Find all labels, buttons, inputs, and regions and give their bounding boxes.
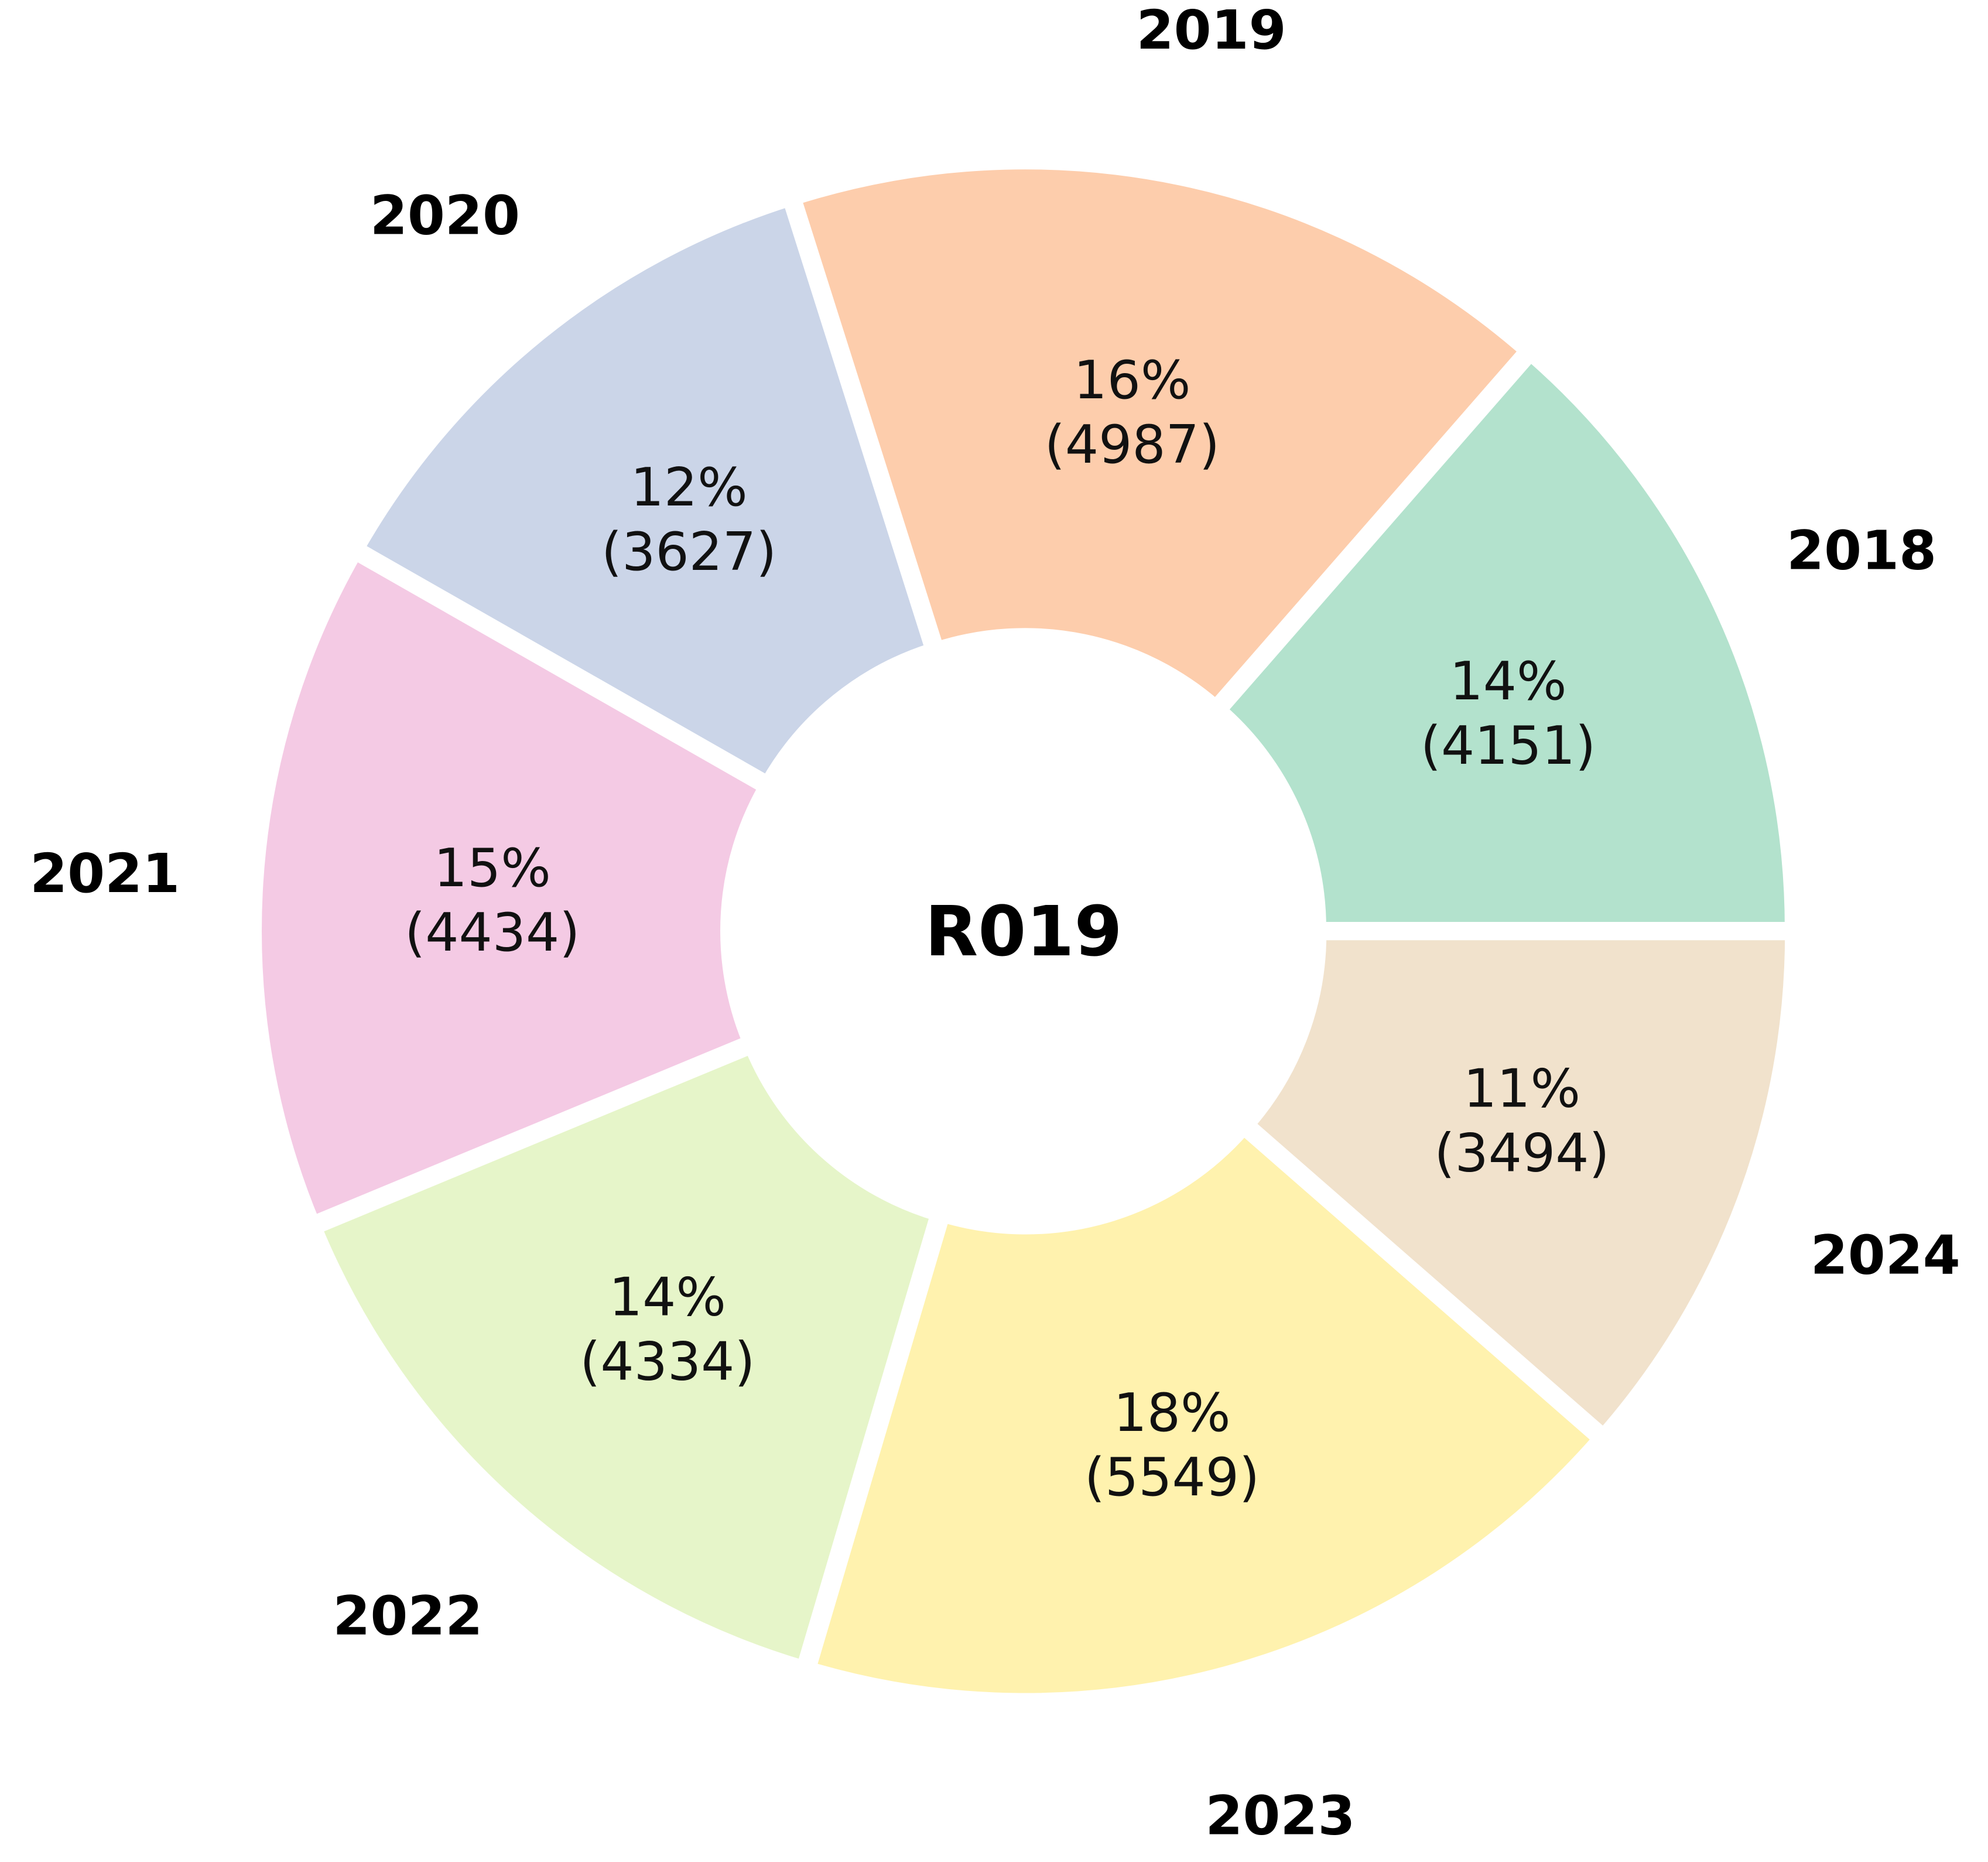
slice-label-2022: 14% (4334) (580, 1267, 755, 1393)
percent-label-2021: 15% (434, 838, 551, 899)
slice-2018 (1211, 346, 1798, 935)
slice-label-2023: 18% (5549) (1084, 1382, 1260, 1508)
percent-label-2023: 18% (1114, 1382, 1231, 1444)
slice-2023 (802, 1119, 1608, 1706)
category-label-2022: 2022 (333, 1584, 483, 1647)
slice-2019 (786, 156, 1535, 715)
percent-label-2018: 14% (1450, 651, 1567, 712)
slice-label-2024: 11% (3494) (1434, 1058, 1609, 1184)
slice-2021 (249, 545, 774, 1231)
slice-2024 (1239, 927, 1798, 1444)
value-label-2024: (3494) (1434, 1122, 1609, 1184)
percent-label-2019: 16% (1073, 350, 1190, 411)
category-label-2020: 2020 (370, 184, 520, 247)
category-labels-group: 2018 2019 2020 2021 2022 2023 2024 (30, 0, 1960, 1847)
value-label-2021: (4434) (405, 902, 580, 964)
slice-labels-group: 14% (4151)16% (4987)12% (3627)15% (4434)14%(… (405, 350, 1610, 1508)
slices-group (249, 156, 1798, 1706)
slice-label-2019: 16% (4987) (1045, 350, 1220, 476)
percent-label-2022: 14% (609, 1267, 726, 1328)
slice-label-2018: 14% (4151) (1421, 651, 1596, 777)
category-label-2021: 2021 (30, 842, 180, 905)
value-label-2022: (4334) (580, 1331, 755, 1393)
category-label-2019: 2019 (1137, 0, 1286, 62)
slice-label-2020: 12% (3627) (601, 457, 776, 583)
slice-2020 (349, 192, 940, 791)
value-label-2023: (5549) (1084, 1447, 1260, 1508)
value-label-2018: (4151) (1421, 715, 1596, 777)
center-label: R019 (925, 891, 1122, 972)
category-label-2023: 2023 (1205, 1785, 1355, 1847)
value-label-2019: (4987) (1045, 414, 1220, 476)
category-label-2024: 2024 (1811, 1224, 1960, 1286)
slice-2022 (307, 1038, 945, 1675)
percent-label-2024: 11% (1463, 1058, 1580, 1119)
percent-label-2020: 12% (631, 457, 748, 518)
category-label-2018: 2018 (1787, 520, 1936, 582)
value-label-2020: (3627) (601, 521, 776, 583)
slice-label-2021: 15% (4434) (405, 838, 580, 964)
